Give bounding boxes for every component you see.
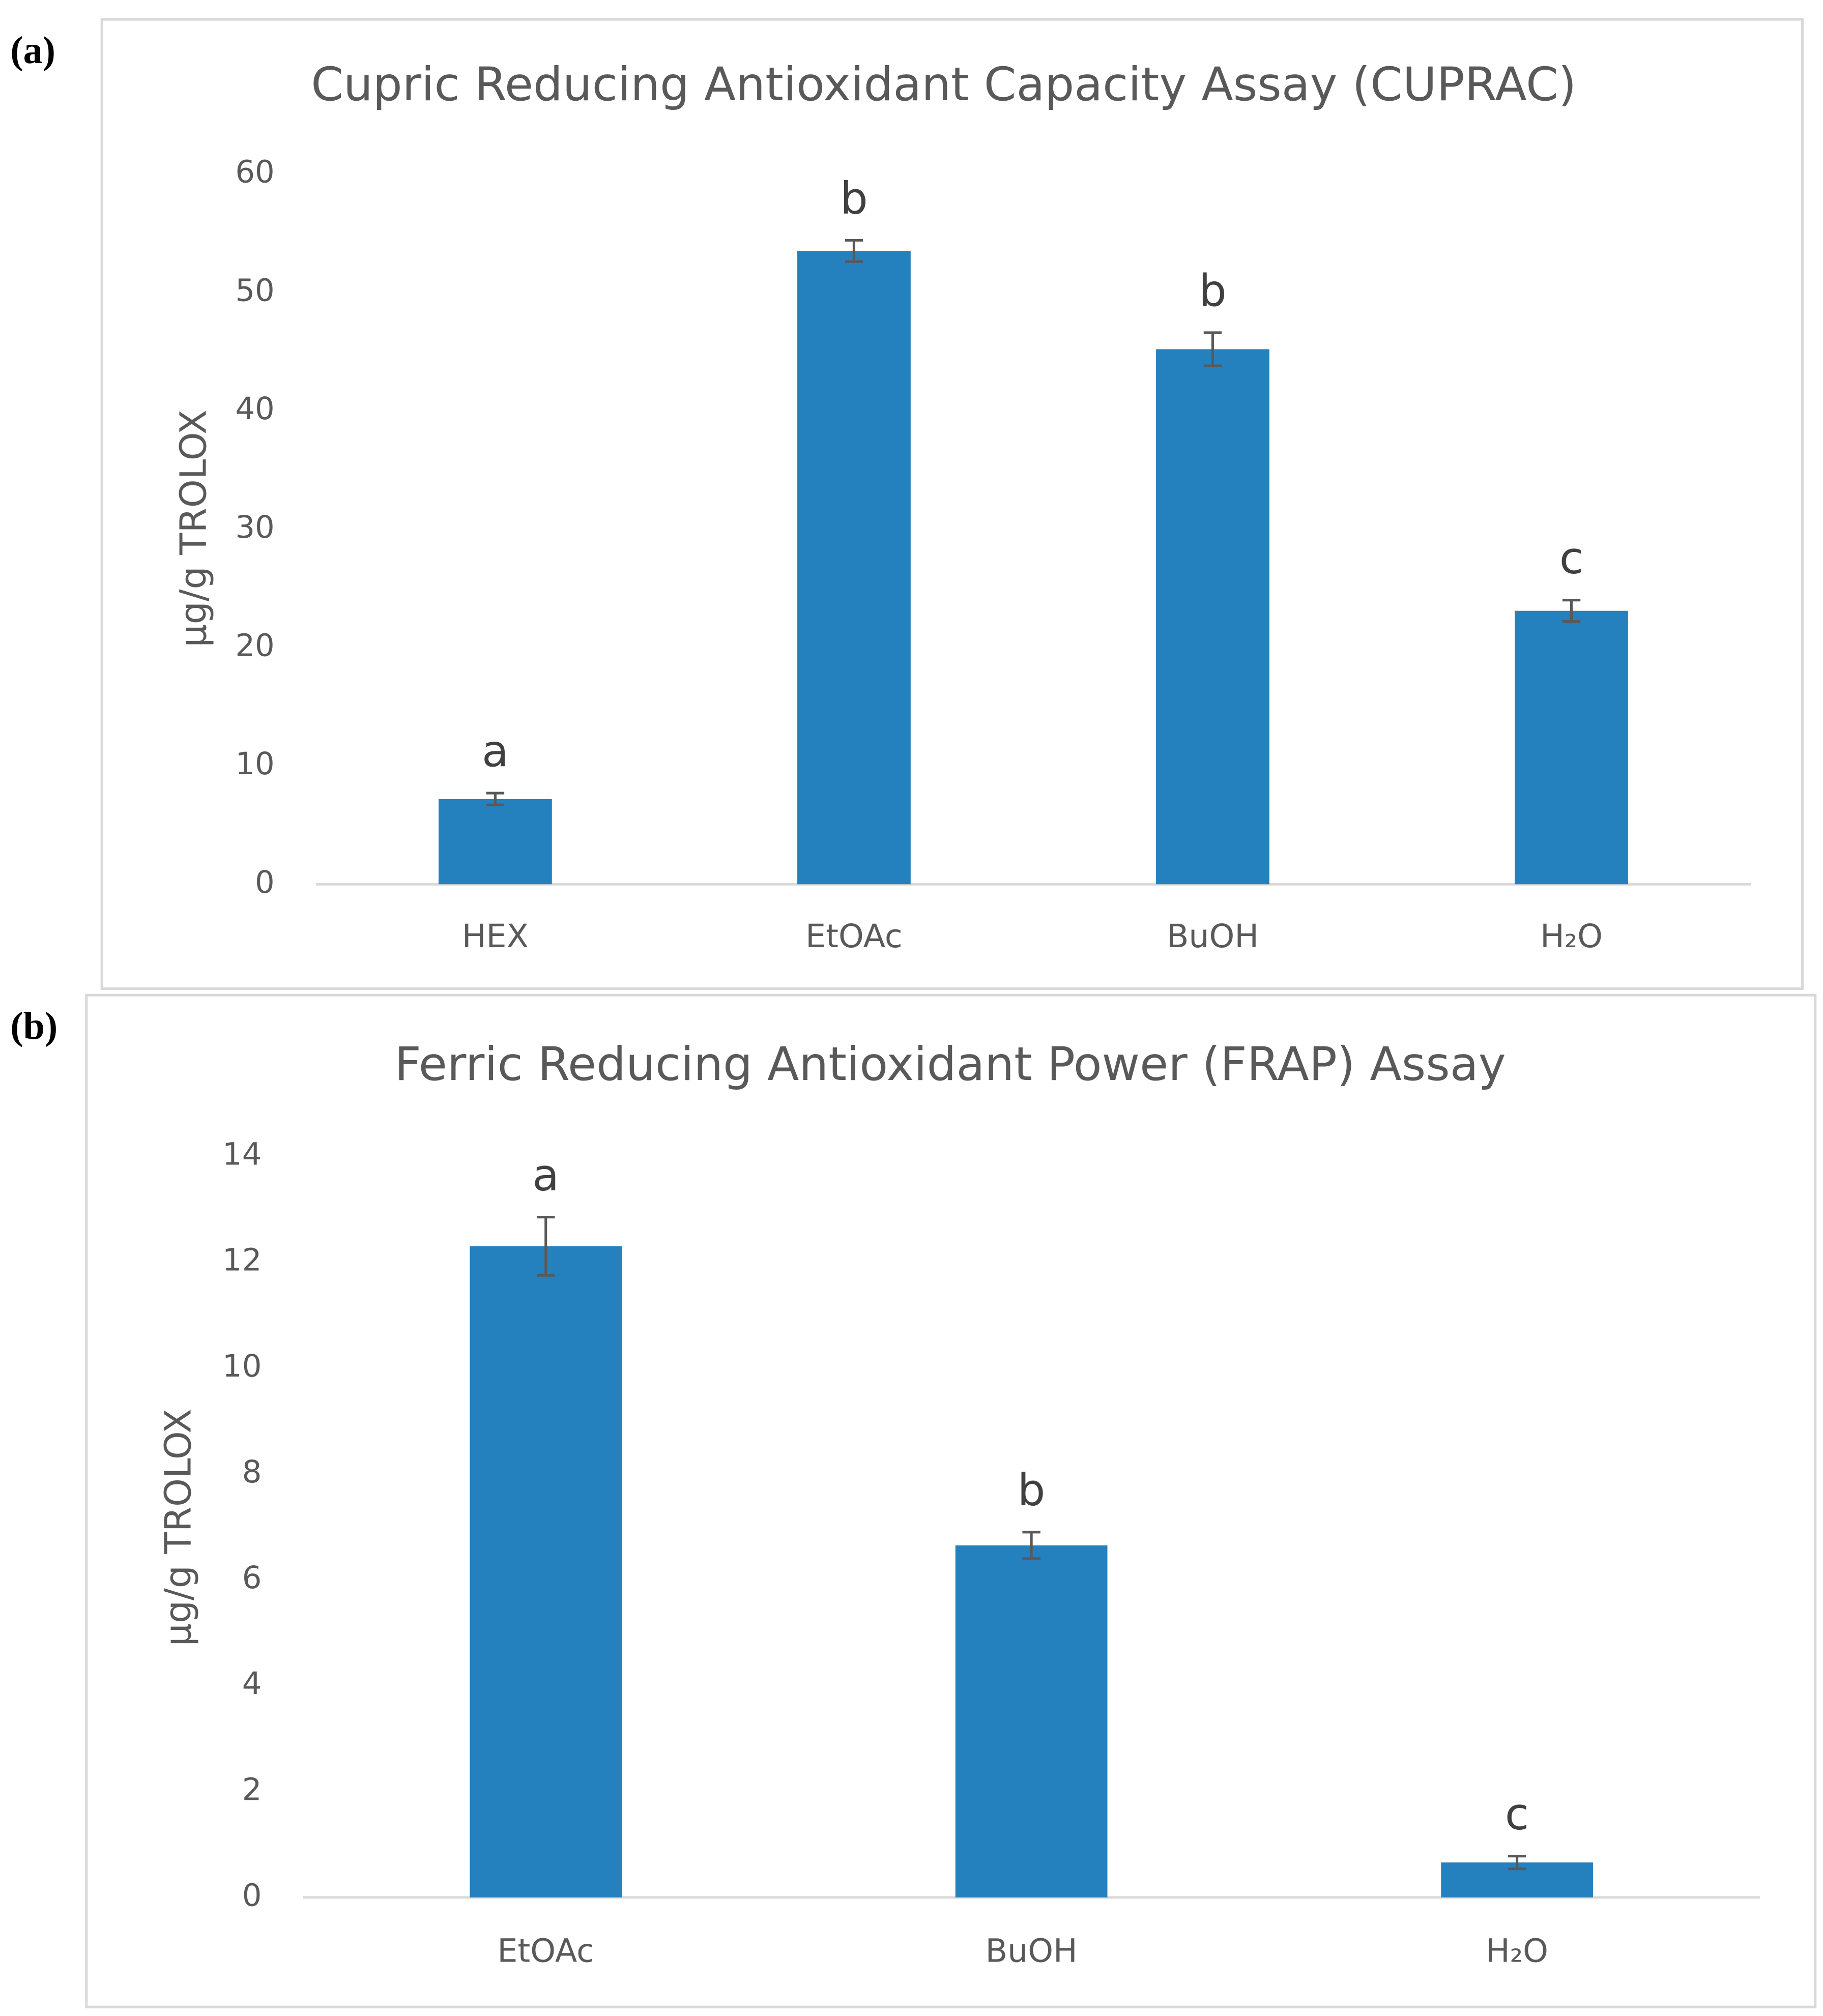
- y-tick-label: 12: [222, 1243, 262, 1278]
- y-tick-label: 10: [235, 746, 274, 782]
- panel-label: (a): [10, 29, 55, 72]
- y-tick-label: 4: [242, 1666, 262, 1702]
- error-bar: [845, 239, 863, 263]
- y-tick-label: 10: [222, 1349, 262, 1384]
- x-tick-label: EtOAc: [497, 1932, 594, 1969]
- chart-title: Ferric Reducing Antioxidant Power (FRAP)…: [394, 1037, 1506, 1091]
- x-tick-label: H₂O: [1540, 917, 1603, 955]
- significance-letter: a: [532, 1150, 559, 1201]
- error-bar: [1203, 331, 1222, 367]
- error-bar: [486, 792, 505, 806]
- bar: [470, 1246, 622, 1897]
- x-tick-label: BuOH: [1167, 917, 1259, 955]
- y-tick-label: 0: [255, 865, 275, 900]
- y-tick-label: 8: [242, 1454, 262, 1490]
- y-tick-label: 14: [222, 1136, 262, 1172]
- bar: [438, 799, 552, 885]
- significance-letter: c: [1559, 533, 1583, 584]
- y-tick-label: 60: [235, 155, 274, 190]
- significance-letter: b: [1018, 1465, 1046, 1516]
- x-tick-label: H₂O: [1486, 1932, 1548, 1969]
- x-tick-label: EtOAc: [805, 917, 903, 955]
- x-tick-label: HEX: [462, 917, 529, 955]
- panel-label: (b): [10, 1005, 57, 1047]
- y-tick-label: 2: [242, 1772, 262, 1807]
- y-axis-label: µg/g TROLOX: [172, 410, 215, 647]
- significance-letter: c: [1505, 1789, 1529, 1840]
- significance-letter: b: [1199, 266, 1227, 316]
- error-bar: [1022, 1531, 1040, 1560]
- error-bar: [536, 1216, 555, 1277]
- bar: [1515, 610, 1628, 885]
- bar: [955, 1545, 1108, 1897]
- chart-frame: [85, 994, 1817, 2008]
- y-tick-label: 50: [235, 273, 274, 308]
- y-tick-label: 40: [235, 391, 274, 427]
- error-bar: [1508, 1855, 1526, 1871]
- x-tick-label: BuOH: [986, 1932, 1078, 1969]
- y-tick-label: 0: [242, 1878, 262, 1913]
- significance-letter: b: [840, 173, 868, 224]
- y-axis-label: µg/g TROLOX: [157, 1409, 199, 1646]
- chart-frame: [100, 18, 1804, 990]
- chart-title: Cupric Reducing Antioxidant Capacity Ass…: [311, 57, 1576, 111]
- y-tick-label: 30: [235, 510, 274, 545]
- y-tick-label: 6: [242, 1560, 262, 1596]
- significance-letter: a: [482, 726, 509, 777]
- bar: [797, 251, 911, 885]
- error-bar: [1562, 599, 1581, 623]
- y-tick-label: 20: [235, 628, 274, 663]
- bar: [1156, 349, 1269, 885]
